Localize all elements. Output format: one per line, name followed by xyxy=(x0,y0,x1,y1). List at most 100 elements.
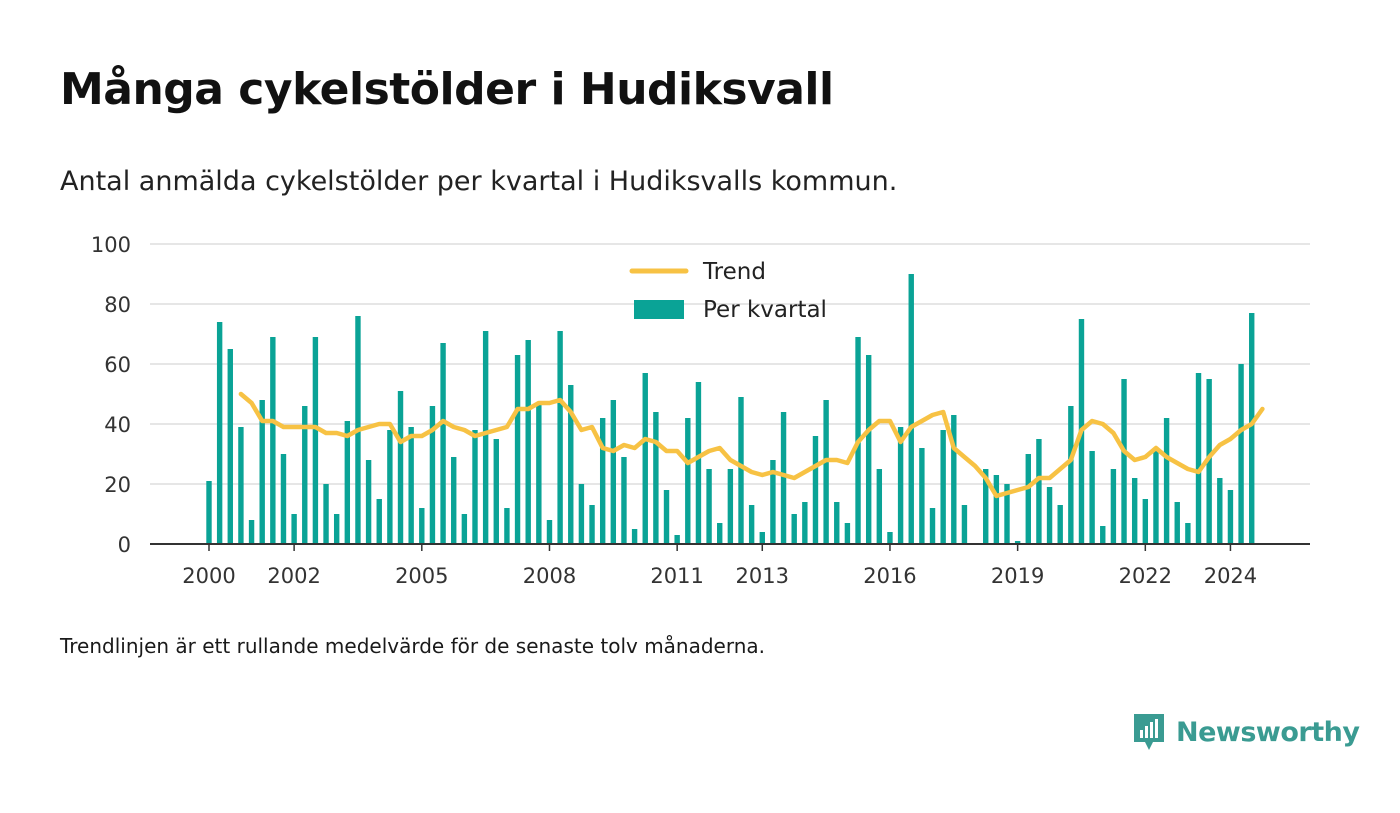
bar xyxy=(557,331,563,544)
bar xyxy=(1036,439,1042,544)
bar xyxy=(983,469,989,544)
bar xyxy=(1089,451,1095,544)
bar xyxy=(248,520,255,544)
bar xyxy=(291,514,297,544)
bar xyxy=(929,508,936,544)
bar xyxy=(823,400,829,544)
chart-subtitle: Antal anmälda cykelstölder per kvartal i… xyxy=(60,166,898,197)
bar xyxy=(961,505,968,544)
bar xyxy=(312,337,319,544)
bar xyxy=(685,418,691,544)
newsworthy-logo-icon xyxy=(1134,714,1164,750)
bar xyxy=(1068,406,1074,544)
bar xyxy=(621,457,627,544)
brand-logo: Newsworthy xyxy=(1132,712,1360,752)
bar xyxy=(525,340,531,544)
x-tick-label: 2024 xyxy=(1204,564,1257,588)
x-tick-label: 2016 xyxy=(863,564,916,588)
bar xyxy=(865,355,872,544)
bar xyxy=(791,514,797,544)
bar xyxy=(770,460,776,544)
bar xyxy=(259,400,265,544)
bar xyxy=(1195,373,1202,544)
bar xyxy=(887,532,893,544)
footnote: Trendlinjen är ett rullande medelvärde f… xyxy=(60,634,766,658)
bar xyxy=(493,439,499,544)
y-tick-label: 0 xyxy=(118,533,131,557)
x-tick-label: 2002 xyxy=(267,564,320,588)
bar xyxy=(738,397,744,544)
y-tick-label: 60 xyxy=(104,353,131,377)
y-tick-label: 100 xyxy=(91,233,131,257)
bar xyxy=(834,502,840,544)
bar xyxy=(419,508,425,544)
bar xyxy=(238,427,244,544)
bar xyxy=(695,382,702,544)
x-tick-label: 2022 xyxy=(1119,564,1172,588)
trend-line xyxy=(238,391,1265,499)
bar xyxy=(461,514,468,544)
bar xyxy=(440,343,446,544)
bar xyxy=(1142,499,1149,544)
legend-trend-label: Trend xyxy=(702,259,766,285)
bar xyxy=(844,523,851,544)
bar xyxy=(653,412,659,544)
x-tick-label: 2000 xyxy=(182,564,235,588)
bar xyxy=(578,484,585,544)
y-axis-ticks: 0 20 40 60 80 100 xyxy=(91,233,131,557)
bar xyxy=(270,337,276,544)
bar xyxy=(376,499,382,544)
bar xyxy=(610,400,617,544)
bar xyxy=(1217,478,1223,544)
bar xyxy=(876,469,883,544)
y-tick-label: 80 xyxy=(104,293,131,317)
bar xyxy=(514,355,521,544)
bar xyxy=(482,331,489,544)
bar xyxy=(802,502,808,544)
bar xyxy=(1131,478,1138,544)
bar xyxy=(387,430,393,544)
bar-series xyxy=(206,274,1255,544)
bar xyxy=(1227,490,1234,544)
bar xyxy=(1249,313,1255,544)
bar xyxy=(302,406,308,544)
bar xyxy=(536,403,542,544)
bar xyxy=(344,421,351,544)
bar xyxy=(599,418,606,544)
bar xyxy=(365,460,372,544)
bar xyxy=(206,481,212,544)
bar xyxy=(706,469,712,544)
bar xyxy=(280,454,287,544)
bar xyxy=(1121,379,1127,544)
bar xyxy=(1206,379,1212,544)
bar xyxy=(897,427,904,544)
bar xyxy=(631,529,638,544)
legend-bar-label: Per kvartal xyxy=(703,297,827,323)
bar xyxy=(216,322,223,544)
bar xyxy=(1163,418,1170,544)
bar xyxy=(227,349,233,544)
grid-lines xyxy=(150,243,1310,485)
x-tick-label: 2019 xyxy=(991,564,1044,588)
bar xyxy=(940,430,946,544)
bar xyxy=(1057,505,1063,544)
bar xyxy=(663,490,670,544)
bar xyxy=(451,457,457,544)
x-tick-label: 2011 xyxy=(650,564,703,588)
bar xyxy=(1185,523,1191,544)
bar xyxy=(1100,526,1106,544)
x-tick-label: 2013 xyxy=(736,564,789,588)
x-tick-label: 2008 xyxy=(523,564,576,588)
legend-bar-swatch xyxy=(634,300,684,319)
bar xyxy=(812,436,819,544)
bar xyxy=(323,484,329,544)
bar xyxy=(1238,364,1244,544)
y-tick-label: 20 xyxy=(104,473,131,497)
bar xyxy=(1014,541,1021,544)
brand-name: Newsworthy xyxy=(1176,716,1360,748)
bar xyxy=(1046,487,1053,544)
bar xyxy=(504,508,510,544)
chart-title: Många cykelstölder i Hudiksvall xyxy=(60,64,834,115)
bar xyxy=(919,448,925,544)
y-tick-label: 40 xyxy=(104,413,131,437)
